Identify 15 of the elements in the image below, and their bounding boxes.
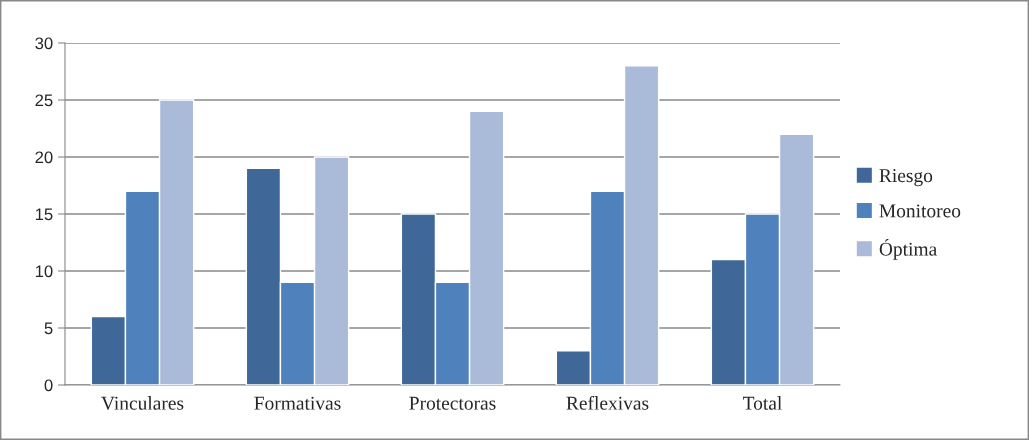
x-tick-label: Formativas xyxy=(254,396,341,410)
x-tick-label: Vinculares xyxy=(101,396,184,410)
y-tick-label: 30 xyxy=(35,37,53,50)
y-tick-label: 15 xyxy=(35,208,53,221)
legend-label: Óptima xyxy=(879,238,937,260)
y-tick-label: 20 xyxy=(35,151,53,164)
x-tick-label: Total xyxy=(743,396,782,410)
y-tick-label: 10 xyxy=(35,265,53,278)
x-tick-label: Protectoras xyxy=(409,396,496,410)
y-tick-label: 25 xyxy=(35,94,53,107)
x-tick-label: Reflexivas xyxy=(566,395,649,410)
legend-label: Monitoreo xyxy=(879,204,961,218)
legend-label: Riesgo xyxy=(879,169,933,187)
y-tick-label: 0 xyxy=(44,379,53,392)
y-tick-label: 5 xyxy=(44,322,53,335)
